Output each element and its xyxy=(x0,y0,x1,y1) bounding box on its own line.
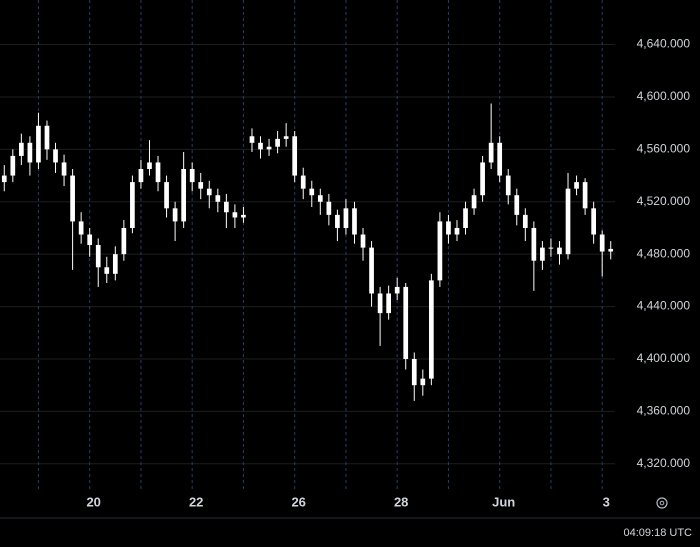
candle-body xyxy=(522,214,528,228)
y-tick-label: 4,360.000 xyxy=(637,404,691,418)
candle-body xyxy=(369,247,374,294)
candles xyxy=(1,103,614,401)
candle-body xyxy=(531,227,537,261)
settings-icon-ring[interactable] xyxy=(656,497,668,509)
x-tick-label: 3 xyxy=(603,494,610,509)
x-tick-label: Jun xyxy=(492,494,515,509)
candle-body xyxy=(10,155,16,176)
candle-body xyxy=(155,162,161,183)
candle-body xyxy=(61,162,67,176)
candle-body xyxy=(36,125,41,163)
candle-body xyxy=(488,142,494,163)
candle-body xyxy=(224,201,229,213)
candle-body xyxy=(411,358,417,386)
candle-body xyxy=(189,169,195,183)
candle-body xyxy=(454,227,460,235)
candle-body xyxy=(514,195,520,215)
x-tick-label: 28 xyxy=(394,494,408,509)
candle-body xyxy=(1,175,7,183)
candle-body xyxy=(335,214,340,228)
candle-body xyxy=(352,208,357,235)
candle-body xyxy=(147,162,152,170)
candle-body xyxy=(130,182,135,228)
candle-body xyxy=(87,234,93,245)
candle-body xyxy=(343,208,349,228)
candle-body xyxy=(480,162,485,196)
candle-body xyxy=(471,195,477,209)
candle-body xyxy=(386,293,391,314)
y-tick-label: 4,600.000 xyxy=(637,89,691,103)
candle-body xyxy=(232,212,238,218)
candle-body xyxy=(275,138,280,147)
candle-body xyxy=(446,221,451,235)
candle-body xyxy=(121,227,127,255)
candle-body xyxy=(497,142,503,176)
candle-body xyxy=(181,169,186,222)
candle-body xyxy=(206,188,212,196)
axis-labels: 4,320.000 4,360.000 4,400.000 4,440.000 4,48… xyxy=(86,37,690,510)
settings-icon-center[interactable] xyxy=(659,500,665,506)
candle-body xyxy=(574,182,579,189)
x-tick-label: 20 xyxy=(86,494,100,509)
x-tick-label: 22 xyxy=(189,494,203,509)
candle-body xyxy=(19,142,24,156)
y-tick-label: 4,560.000 xyxy=(637,142,691,156)
y-tick-label: 4,320.000 xyxy=(637,456,691,470)
candle-body xyxy=(258,142,263,150)
candle-body xyxy=(249,136,255,143)
candle-body xyxy=(317,195,323,202)
candle-body xyxy=(548,247,554,249)
candle-body xyxy=(608,248,614,252)
candle-body xyxy=(53,149,58,163)
candle-body xyxy=(420,378,426,386)
candle-body xyxy=(463,208,468,228)
candle-body xyxy=(70,175,75,222)
candle-body xyxy=(565,188,571,255)
candle-body xyxy=(394,286,400,294)
candle-body xyxy=(241,214,246,218)
candle-body xyxy=(104,267,110,274)
candle-body xyxy=(44,125,50,150)
candle-body xyxy=(326,201,332,215)
candle-body xyxy=(557,247,562,255)
settings-icon[interactable] xyxy=(656,497,668,509)
candle-body xyxy=(591,208,596,235)
candle-body xyxy=(599,234,605,252)
candle-body xyxy=(292,136,298,176)
candle-body xyxy=(78,221,84,235)
candle-body xyxy=(582,182,588,209)
candle-body xyxy=(266,146,272,150)
candle-body xyxy=(429,280,434,379)
candle-body xyxy=(112,254,118,274)
status-time: 04:09:18 UTC xyxy=(624,527,693,539)
y-tick-label: 4,480.000 xyxy=(637,246,691,260)
candle-body xyxy=(300,175,306,189)
candle-body xyxy=(377,293,383,314)
candle-body xyxy=(360,234,366,248)
candle-body xyxy=(164,182,169,209)
candle-body xyxy=(283,136,289,139)
candle-body xyxy=(505,175,511,196)
candle-body xyxy=(27,142,33,163)
candle-body xyxy=(95,245,101,268)
grid xyxy=(0,0,615,490)
candle-body xyxy=(172,208,178,222)
candle-body xyxy=(138,169,144,183)
y-tick-label: 4,520.000 xyxy=(637,194,691,208)
x-tick-label: 26 xyxy=(291,494,305,509)
y-tick-label: 4,640.000 xyxy=(637,37,691,51)
y-tick-label: 4,400.000 xyxy=(637,351,691,365)
candle-body xyxy=(215,195,221,202)
candle-body xyxy=(198,182,204,189)
candle-body xyxy=(309,188,315,196)
candle-body xyxy=(403,286,409,359)
y-tick-label: 4,440.000 xyxy=(637,299,691,313)
candle-body xyxy=(540,247,545,261)
plot-area: 4,320.000 4,360.000 4,400.000 4,440.000 4,48… xyxy=(0,0,690,509)
candle-body xyxy=(437,221,443,281)
